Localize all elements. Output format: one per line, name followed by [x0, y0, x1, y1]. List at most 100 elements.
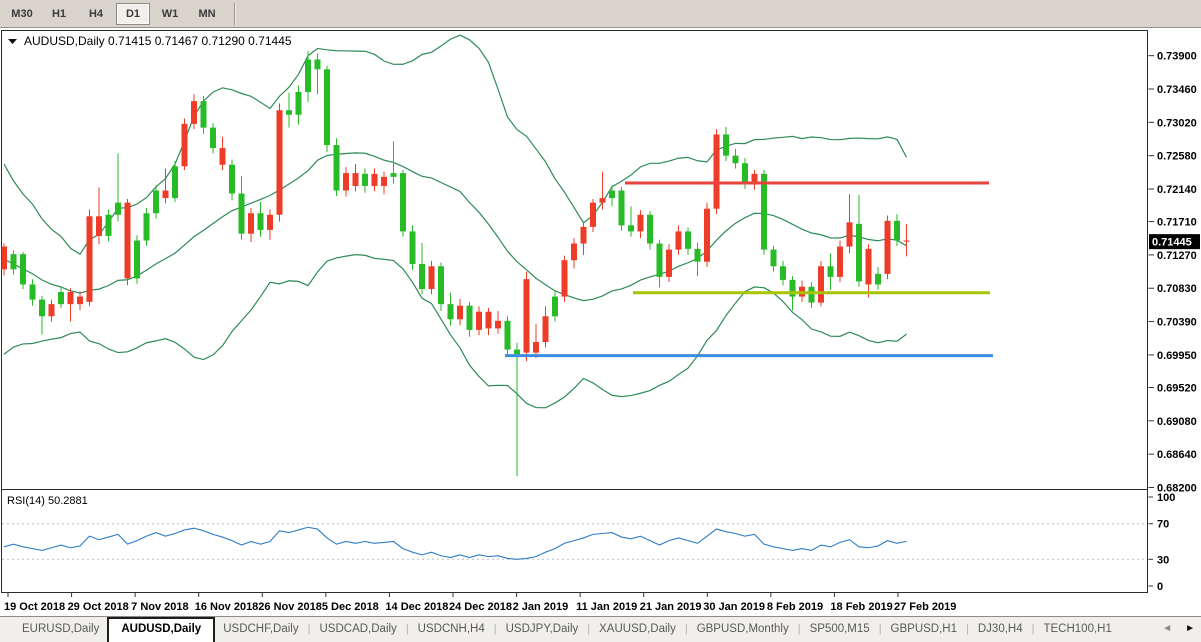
candle-body — [48, 304, 55, 317]
candle-body — [590, 202, 596, 227]
candle-body — [447, 304, 454, 320]
toolbar-separator — [234, 2, 236, 25]
candle-body — [495, 320, 501, 329]
candle — [903, 223, 910, 257]
tab-usdchf-daily[interactable]: USDCHF,Daily — [223, 623, 299, 635]
candle-body — [618, 190, 625, 226]
candle — [599, 171, 606, 210]
candle — [10, 250, 17, 275]
candle-body — [609, 190, 615, 199]
candle — [267, 209, 273, 240]
date-axis-label: 11 Jan 2019 — [576, 601, 637, 613]
candle-body — [770, 249, 777, 267]
tab-xauusd-daily[interactable]: XAUUSD,Daily — [599, 623, 676, 635]
date-axis-label: 24 Dec 2018 — [449, 601, 512, 613]
candle — [837, 240, 843, 283]
candle-body — [153, 190, 159, 214]
timeframe-button-w1[interactable]: W1 — [161, 7, 179, 20]
candle — [504, 316, 511, 355]
candle-body — [162, 190, 169, 199]
candle — [248, 207, 254, 243]
rsi-axis-label: 0 — [1157, 581, 1163, 593]
candle — [238, 176, 245, 240]
candle — [713, 129, 720, 214]
tab-sp500-m15[interactable]: SP500,M15 — [809, 623, 870, 635]
rsi-indicator-label: RSI(14) 50.2881 — [7, 495, 88, 507]
candle — [276, 103, 283, 222]
candle-body — [808, 286, 815, 303]
candle-body — [827, 266, 834, 277]
candle-body — [884, 220, 891, 274]
price-axis-label: 0.71270 — [1157, 250, 1197, 262]
candle — [1, 243, 7, 276]
candle-body — [903, 240, 910, 242]
tab-separator: | — [587, 623, 591, 635]
candle — [352, 164, 359, 192]
candle — [200, 95, 207, 134]
candle — [219, 136, 226, 171]
tab-gbpusd-monthly[interactable]: GBPUSD,Monthly — [696, 623, 789, 635]
candle-body — [694, 248, 701, 262]
tab-separator: | — [797, 623, 801, 635]
candle-body — [542, 316, 549, 343]
chart-canvas[interactable]: AUDUSD,Daily 0.71415 0.71467 0.71290 0.7… — [0, 28, 1201, 616]
price-axis-label: 0.72140 — [1157, 184, 1197, 196]
candle — [134, 235, 140, 284]
timeframe-button-m30[interactable]: M30 — [11, 7, 33, 20]
tab-tech100-h1[interactable]: TECH100,H1 — [1043, 623, 1112, 635]
tab-eurusd-daily[interactable]: EURUSD,Daily — [22, 623, 100, 635]
candle-body — [276, 110, 283, 215]
timeframe-button-h4[interactable]: H4 — [88, 7, 104, 20]
price-axis-label: 0.70830 — [1157, 283, 1197, 295]
candle — [295, 85, 302, 125]
candle — [485, 307, 492, 336]
candle-body — [86, 216, 93, 302]
timeframe-button-h1[interactable]: H1 — [51, 7, 67, 20]
price-axis-label: 0.69080 — [1157, 416, 1197, 428]
candle — [751, 170, 758, 190]
candle-body — [77, 296, 83, 305]
candle-body — [789, 279, 796, 297]
candle-body — [571, 243, 577, 261]
candle-body — [561, 260, 568, 297]
candle — [438, 262, 444, 311]
rsi-axis-label: 100 — [1157, 492, 1175, 504]
tab-separator: | — [684, 623, 688, 635]
candle-body — [628, 225, 634, 232]
tab-usdjpy-daily[interactable]: USDJPY,Daily — [505, 623, 579, 635]
tab-usdcnh-h4[interactable]: USDCNH,H4 — [417, 623, 485, 635]
candle-body — [134, 240, 140, 279]
symbol-dropdown-icon[interactable] — [8, 39, 17, 44]
candle — [533, 323, 539, 358]
candle — [656, 239, 663, 288]
candle — [846, 194, 853, 254]
tab-gbpusd-h1[interactable]: GBPUSD,H1 — [890, 623, 958, 635]
tab-usdcad-daily[interactable]: USDCAD,Daily — [319, 623, 397, 635]
bollinger-upper-band — [3, 34, 908, 256]
candle-body — [295, 92, 302, 115]
candle-body — [837, 246, 843, 277]
candle-body — [732, 155, 739, 164]
candle-body — [191, 101, 197, 124]
price-axis-label: 0.71710 — [1157, 217, 1197, 229]
chart-tab-bar: EURUSD,Daily AUDUSD,Daily USDCHF,Daily |… — [0, 616, 1201, 642]
rsi-axis-label: 70 — [1157, 519, 1169, 531]
candle — [884, 215, 891, 280]
candle — [314, 53, 321, 95]
candle — [580, 221, 587, 255]
candle — [865, 244, 872, 298]
tab-scroll-left-icon[interactable]: ◄ — [1162, 623, 1173, 634]
candle — [856, 195, 862, 287]
chart-window[interactable]: AUDUSD,Daily 0.71415 0.71467 0.71290 0.7… — [0, 28, 1201, 616]
candle-body — [96, 216, 102, 236]
candle — [409, 225, 416, 271]
candle-body — [780, 266, 786, 280]
timeframe-button-d1[interactable]: D1 — [116, 2, 150, 25]
timeframe-button-mn[interactable]: MN — [198, 7, 216, 20]
candle-body — [533, 342, 539, 353]
tab-dj30-h4[interactable]: DJ30,H4 — [977, 623, 1023, 635]
tab-audusd-daily[interactable]: AUDUSD,Daily — [107, 617, 216, 642]
bollinger-middle-band — [3, 152, 907, 302]
candle — [67, 288, 74, 322]
tab-scroll-right-icon[interactable]: ► — [1185, 623, 1195, 634]
